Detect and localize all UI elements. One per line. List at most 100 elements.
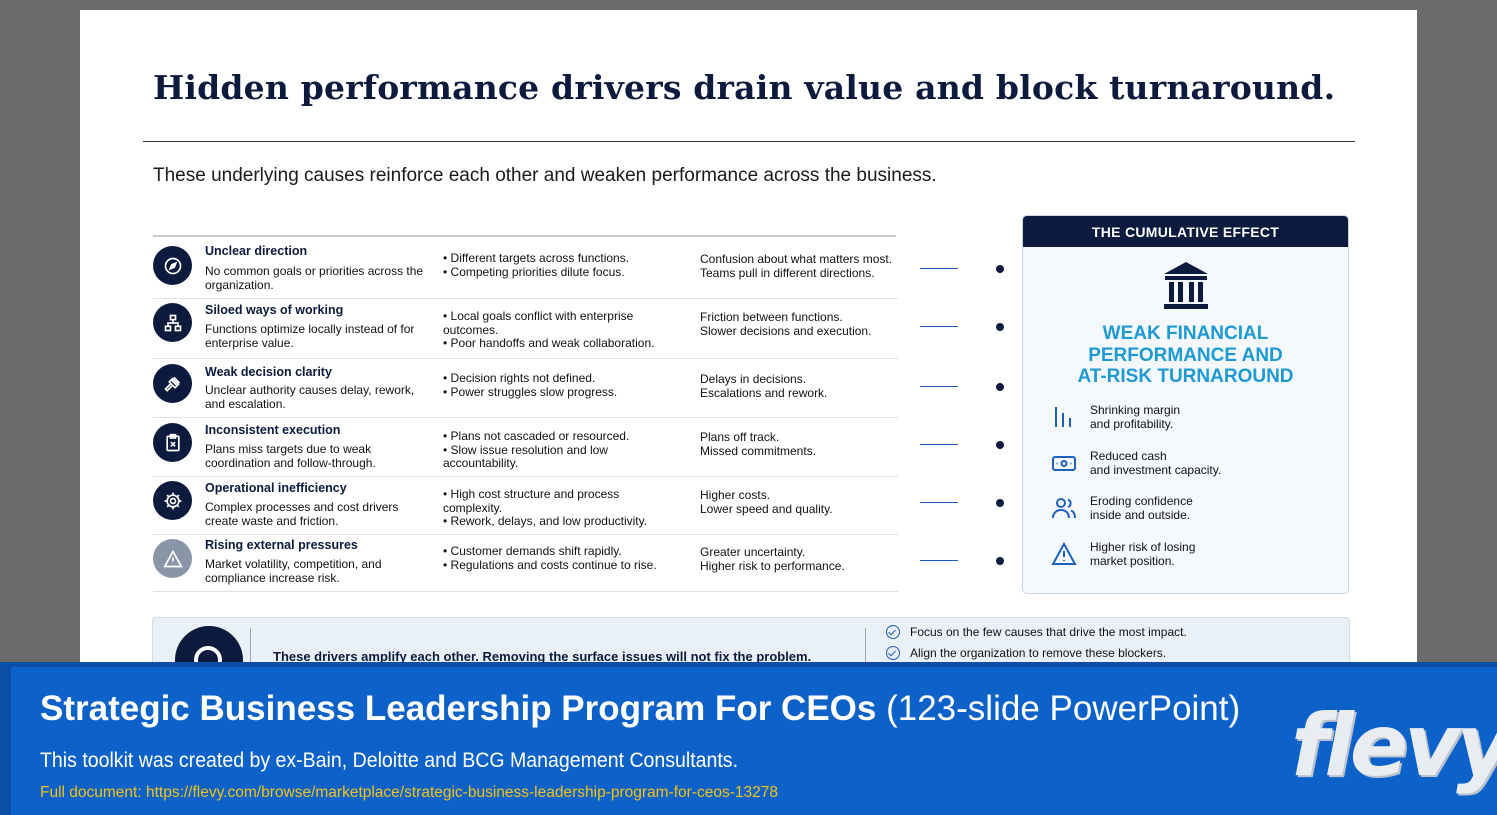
check-text: Focus on the few causes that drive the m… [910,625,1187,639]
driver-effects: Confusion about what matters most. Teams … [700,252,910,280]
driver-effects: Higher costs. Lower speed and quality. [700,488,910,516]
people-icon [1052,498,1076,519]
org-chart-icon [153,303,192,342]
effect: Missed commitments. [700,444,817,458]
callout-text: These drivers amplify each other. Removi… [273,649,812,664]
check-item: Align the organization to remove these b… [886,646,1166,660]
driver-symptoms: • Local goals conflict with enterprise o… [443,309,678,351]
effect: Confusion about what matters most. [700,252,893,266]
driver-description: Unclear authority causes delay, rework, … [205,383,415,411]
panel-header: THE CUMULATIVE EFFECT [1023,216,1348,247]
slide: Hidden performance drivers drain value a… [80,10,1417,815]
symptom: • Customer demands shift rapidly. [443,544,622,558]
connector-line [920,444,958,445]
panel-title-line: AT-RISK TURNAROUND [1077,366,1294,387]
driver-heading: Siloed ways of working [205,303,344,317]
bank-icon [1161,260,1211,317]
symptom: • Power struggles slow progress. [443,384,618,399]
driver-row: Operational inefficiency Complex process… [153,477,898,535]
symptom: • Slow issue resolution and low accounta… [443,442,608,470]
flevy-logo[interactable]: flevy [1291,696,1497,796]
cash-icon [1052,456,1076,471]
effect-line: and investment capacity. [1090,462,1222,477]
driver-heading: Operational inefficiency [205,481,347,495]
connector-dot [996,499,1004,507]
driver-effects: Friction between functions. Slower decisi… [700,310,910,338]
panel-title: WEAK FINANCIAL PERFORMANCE AND AT-RISK T… [1023,323,1348,388]
driver-row: Inconsistent execution Plans miss target… [153,418,898,477]
symptom: • High cost structure and process comple… [443,487,620,515]
effect-line: inside and outside. [1090,507,1191,522]
driver-row: Siloed ways of working Functions optimiz… [153,299,898,359]
effect: Plans off track. [700,430,780,444]
effect: Escalations and rework. [700,386,828,400]
effect: Lower speed and quality. [700,502,833,516]
effect-line: and profitability. [1090,416,1174,431]
banner-subtitle: This toolkit was created by ex-Bain, Del… [40,749,739,772]
connector-line [920,502,958,503]
document-link[interactable]: Full document: https://flevy.com/browse/… [40,784,778,801]
panel-title-line: PERFORMANCE AND [1088,344,1283,366]
clipboard-x-icon [153,423,192,462]
driver-description: Plans miss targets due to weak coordinat… [205,442,376,470]
connector-dot [996,557,1004,565]
driver-symptoms: • Plans not cascaded or resourced. • Slow… [443,429,678,471]
driver-heading: Rising external pressures [205,538,358,552]
symptom: • Rework, delays, and low productivity. [443,514,648,528]
effect-line: Higher risk of losing [1090,540,1196,554]
effect-line: Reduced cash [1090,449,1167,463]
callout-divider [865,628,866,688]
table-top-rule [153,235,896,237]
symptom: • Poor handoffs and weak collaboration. [443,336,655,350]
connector-dot [996,323,1004,331]
banner-title: Strategic Business Leadership Program Fo… [40,689,1240,729]
connector-dot [996,265,1004,273]
slide-subtitle: These underlying causes reinforce each o… [153,165,937,186]
driver-heading: Inconsistent execution [205,423,341,437]
panel-title-line: WEAK FINANCIAL [1102,323,1269,344]
gavel-icon [153,364,192,403]
connector-line [920,560,958,561]
driver-description: Market volatility, competition, and comp… [205,557,382,585]
driver-description: No common goals or priorities across the… [205,264,424,292]
effect: Greater uncertainty. [700,545,806,559]
symptom: • Plans not cascaded or resourced. [443,429,630,443]
warning-icon [1051,541,1077,565]
effect-line: Shrinking margin [1090,403,1181,417]
driver-effects: Plans off track. Missed commitments. [700,430,910,458]
driver-effects: Greater uncertainty. Higher risk to perfo… [700,545,910,573]
driver-symptoms: • High cost structure and process comple… [443,487,678,529]
driver-description: Functions optimize locally instead of fo… [205,322,415,350]
promo-banner: Strategic Business Leadership Program Fo… [0,662,1497,815]
driver-heading: Unclear direction [205,244,308,258]
check-circle-icon [886,646,900,660]
connector-dot [996,441,1004,449]
driver-row: Unclear direction No common goals or pri… [153,238,898,299]
driver-symptoms: • Decision rights not defined. • Power st… [443,371,678,399]
driver-row: Weak decision clarity Unclear authority … [153,359,898,418]
driver-row: Rising external pressures Market volatil… [153,535,898,592]
gear-icon [153,481,192,520]
symptom: • Regulations and costs continue to rise… [443,557,657,572]
callout-divider [250,628,251,688]
cumulative-effect-panel: THE CUMULATIVE EFFECT WEAK FINANCIAL PER… [1022,215,1349,594]
effect: Higher risk to performance. [700,559,845,573]
check-circle-icon [886,625,900,639]
banner-title-light: (123-slide PowerPoint) [876,689,1241,728]
connector-line [920,386,958,387]
slide-title: Hidden performance drivers drain value a… [153,68,1336,107]
driver-effects: Delays in decisions. Escalations and rewo… [700,372,910,400]
connector-dot [996,383,1004,391]
connector-line [920,268,958,269]
symptom: • Decision rights not defined. [443,371,596,385]
effect: Slower decisions and execution. [700,324,872,338]
compass-icon [153,246,192,285]
effect: Teams pull in different directions. [700,266,875,280]
connector-line [920,326,958,327]
effect-line: market position. [1090,553,1175,568]
driver-description: Complex processes and cost drivers creat… [205,500,399,528]
banner-title-bold: Strategic Business Leadership Program Fo… [40,689,877,728]
effect-line: Eroding confidence [1090,494,1193,508]
title-divider [143,141,1355,142]
driver-symptoms: • Customer demands shift rapidly. • Regul… [443,544,678,572]
